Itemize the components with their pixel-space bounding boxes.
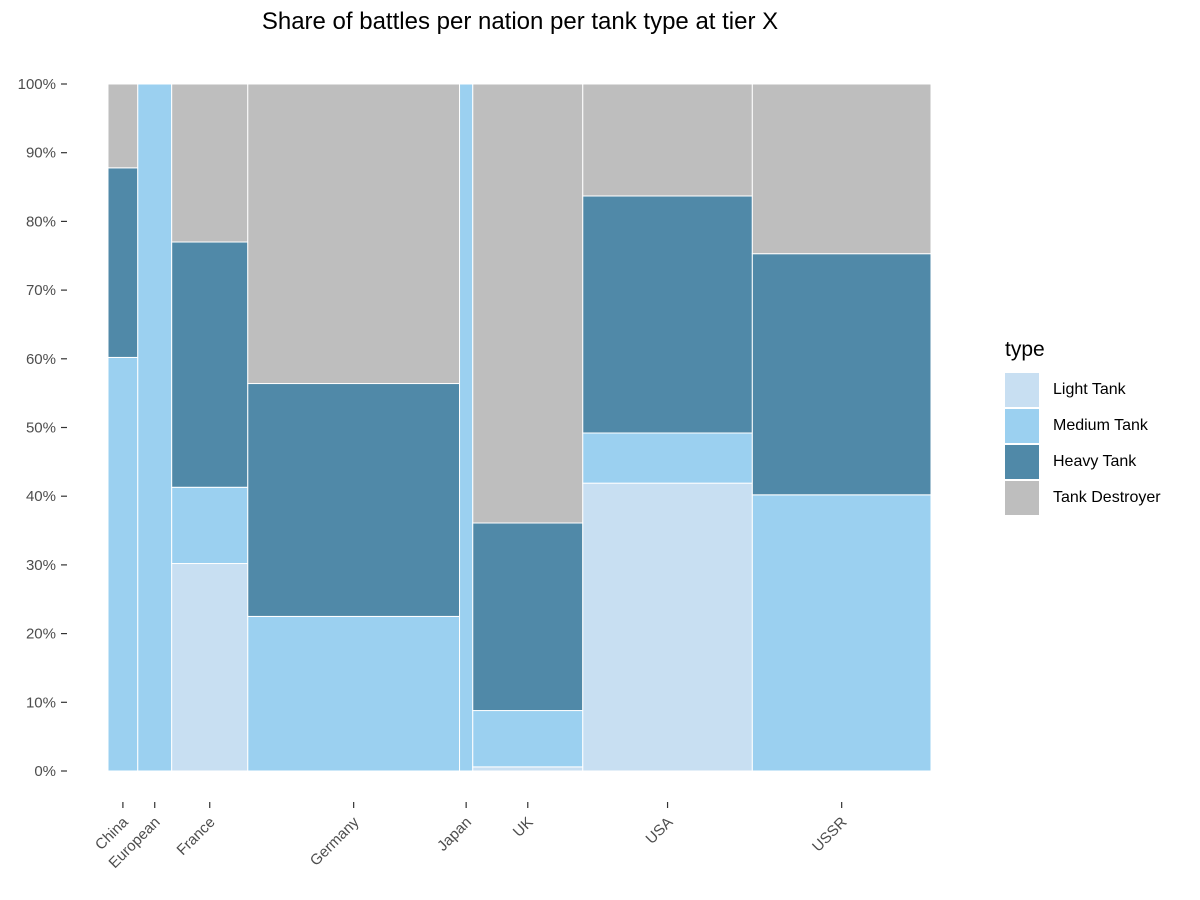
bar-usa-medium-tank [582, 432, 753, 484]
y-tick-label: 80% [26, 213, 56, 230]
y-tick-label: 30% [26, 557, 56, 574]
bar-germany-medium-tank [247, 615, 461, 772]
bar-uk-tank-destroyer [472, 83, 584, 524]
legend-items: Light Tank Medium Tank Heavy Tank Tank Dest… [1005, 372, 1161, 516]
y-tick-label: 10% [26, 694, 56, 711]
bar-uk-medium-tank [472, 710, 584, 768]
bar-france-tank-destroyer [171, 83, 249, 243]
bar-france-light-tank [171, 563, 249, 772]
x-tick-label: UK [510, 814, 537, 841]
y-tick-label: 50% [26, 420, 56, 437]
y-tick-label: 0% [34, 763, 56, 780]
legend-item-light-tank: Light Tank [1005, 372, 1161, 408]
bar-ussr-medium-tank [751, 494, 932, 772]
bar-uk-light-tank [472, 766, 584, 772]
y-tick-label: 70% [26, 282, 56, 299]
bar-usa-tank-destroyer [582, 83, 753, 197]
chart-title: Share of battles per nation per tank typ… [261, 8, 779, 35]
y-axis: 0% 10% 20% 30% 40% 50% 60% 70% 80% 90% 100% [18, 76, 67, 780]
bar-ussr-heavy-tank [751, 253, 932, 496]
x-tick-label: USSR [809, 814, 851, 856]
y-tick-label: 100% [18, 76, 56, 93]
legend-label: Light Tank [1053, 381, 1126, 398]
bar-france-medium-tank [171, 486, 249, 565]
bar-usa-heavy-tank [582, 195, 753, 434]
bar-france-heavy-tank [171, 241, 249, 488]
legend: type Light Tank Medium Tank Heavy Tank Tank… [1005, 338, 1161, 516]
bar-japan-medium-tank [459, 83, 474, 772]
legend-title: type [1005, 338, 1045, 361]
x-tick-label: USA [643, 814, 677, 848]
bar-china-medium-tank [107, 356, 139, 772]
legend-key [1005, 445, 1039, 479]
legend-label: Medium Tank [1053, 417, 1148, 434]
bar-germany-heavy-tank [247, 383, 461, 617]
legend-item-heavy-tank: Heavy Tank [1005, 444, 1161, 480]
bar-european-medium-tank [137, 83, 173, 772]
y-tick-label: 60% [26, 351, 56, 368]
x-tick-label: France [174, 814, 219, 859]
bar-china-heavy-tank [107, 167, 139, 358]
y-tick-label: 40% [26, 488, 56, 505]
bar-uk-heavy-tank [472, 522, 584, 712]
legend-label: Heavy Tank [1053, 453, 1137, 470]
x-tick-label: Germany [307, 813, 363, 869]
plot-bars [107, 83, 932, 772]
bar-china-tank-destroyer [107, 83, 139, 169]
bar-germany-tank-destroyer [247, 83, 461, 385]
x-tick-label: Japan [434, 814, 475, 855]
y-tick-label: 90% [26, 145, 56, 162]
legend-item-medium-tank: Medium Tank [1005, 408, 1161, 444]
y-tick-label: 20% [26, 626, 56, 643]
legend-item-tank-destroyer: Tank Destroyer [1005, 480, 1161, 516]
legend-key [1005, 481, 1039, 515]
legend-key [1005, 409, 1039, 443]
legend-label: Tank Destroyer [1053, 489, 1161, 506]
bar-ussr-tank-destroyer [751, 83, 932, 255]
legend-key [1005, 373, 1039, 407]
bar-usa-light-tank [582, 482, 753, 772]
